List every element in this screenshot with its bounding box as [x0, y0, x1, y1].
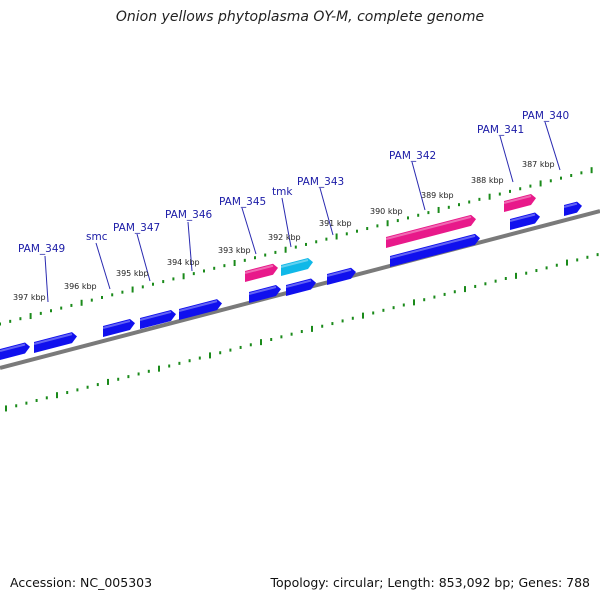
outer-tick-ring [0, 167, 593, 326]
gene-label: PAM_341 [477, 124, 524, 136]
gene-rrna-highlight [385, 215, 472, 240]
leader-line [411, 161, 426, 211]
gene-rrna-highlight [503, 195, 532, 204]
gene-rrna [386, 214, 476, 248]
gene-rrna [504, 193, 536, 212]
gene-cds [140, 309, 176, 329]
gene-label: PAM_346 [165, 209, 213, 221]
gene-rrna [245, 263, 278, 282]
kbp-tick-label: 392 kbp [268, 233, 301, 242]
gene-cds-highlight [248, 286, 277, 295]
kbp-tick-label: 387 kbp [522, 160, 555, 169]
kbp-tick-label: 388 kbp [471, 176, 504, 185]
gene-trna [281, 257, 313, 276]
gene-track [0, 193, 582, 360]
gene-cds [510, 212, 540, 230]
leader-line [187, 221, 193, 272]
kbp-tick-label: 391 kbp [319, 219, 352, 228]
kbp-tick-label: 397 kbp [13, 293, 46, 302]
inner-tick-ring [5, 253, 599, 412]
kbp-tick-label: 389 kbp [421, 191, 454, 200]
kbp-tick-label: 390 kbp [370, 207, 403, 216]
genome-summary-text: Topology: circular; Length: 853,092 bp; … [270, 575, 591, 590]
gene-label: PAM_349 [18, 243, 65, 255]
leader-lines [44, 121, 561, 303]
gene-cds-highlight [285, 279, 312, 288]
gene-cds [0, 342, 30, 360]
leader-line [44, 255, 49, 303]
gene-label: tmk [272, 186, 293, 198]
gene-labels: PAM_349 smc PAM_347 PAM_346 PAM_345 tmk PAM_34… [18, 110, 569, 255]
accession-text: Accession: NC_005303 [10, 575, 153, 590]
leader-line [241, 207, 257, 255]
gene-cds [564, 201, 582, 216]
kbp-tick-label: 394 kbp [167, 258, 200, 267]
kbp-tick-label: 393 kbp [218, 246, 251, 255]
gene-cds-highlight [509, 213, 536, 222]
gene-cds-highlight [33, 333, 73, 345]
gene-cds-highlight [139, 310, 172, 321]
gene-cds [286, 278, 316, 296]
gene-cds [103, 318, 135, 337]
gene-cds-highlight [563, 202, 578, 208]
page-title: Onion yellows phytoplasma OY-M, complete… [115, 9, 485, 25]
kbp-tick-label: 396 kbp [64, 282, 97, 291]
gene-cds-highlight [389, 234, 476, 259]
gene-label: PAM_342 [389, 150, 436, 162]
gene-cds-highlight [0, 343, 26, 352]
leader-line [499, 135, 514, 183]
gene-cds [249, 284, 281, 303]
leader-line [95, 242, 111, 290]
gene-cds-highlight [102, 320, 131, 329]
kbp-tick-labels: 397 kbp 396 kbp 395 kbp 394 kbp 393 kbp 392 k… [13, 160, 555, 302]
gene-cds [34, 332, 77, 353]
gene-cds-highlight [178, 300, 218, 312]
gene-label: smc [86, 231, 108, 243]
gene-label: PAM_343 [297, 176, 344, 188]
gene-cds-highlight [326, 268, 352, 277]
gene-cds [327, 267, 356, 285]
gene-rrna-highlight [244, 264, 274, 274]
leader-line [319, 187, 334, 236]
kbp-tick-label: 395 kbp [116, 269, 149, 278]
leader-line [136, 233, 151, 282]
gene-cds [390, 233, 480, 267]
gene-label: PAM_347 [113, 222, 160, 234]
leader-line [281, 197, 292, 248]
leader-line [544, 121, 561, 171]
gene-label: PAM_345 [219, 196, 266, 208]
gene-cds [179, 299, 222, 320]
gene-trna-highlight [280, 259, 309, 268]
gene-label: PAM_340 [522, 110, 569, 122]
